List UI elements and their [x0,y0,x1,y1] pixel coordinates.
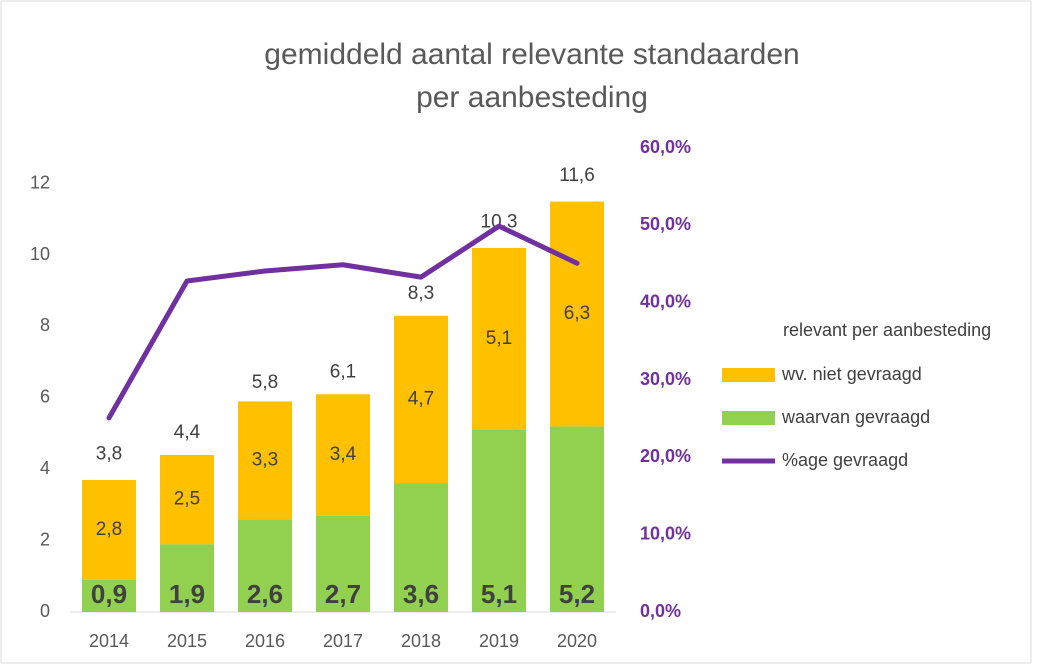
bar-segment [316,515,370,612]
total-label: 4,4 [174,422,201,443]
total-label: 3,8 [96,443,122,464]
legend-label: waarvan gevraagd [781,407,930,427]
y2-tick-label: 0,0% [640,601,681,621]
legend-swatch [722,411,775,425]
x-tick-label: 2020 [557,631,597,651]
x-tick-label: 2015 [167,631,207,651]
bar-segment [472,247,526,430]
y-tick-label: 2 [40,529,50,549]
legend-swatch [722,368,775,382]
y-tick-label: 12 [30,172,50,192]
y-tick-label: 8 [40,315,50,335]
data-label: 5,2 [559,579,595,609]
total-label: 10,3 [481,211,518,232]
x-tick-label: 2018 [401,631,441,651]
bar-segment [550,201,604,427]
data-label: 1,9 [169,579,205,609]
bar-segment [472,429,526,612]
total-label: 11,6 [559,165,595,186]
y2-tick-label: 30,0% [640,369,691,389]
bar-segment [160,544,214,612]
legend-title: relevant per aanbesteding [783,320,991,340]
y-tick-label: 6 [40,387,50,407]
data-label: 2,8 [96,519,122,540]
bar-segment [238,519,292,612]
data-label: 3,3 [252,449,278,470]
data-label: 2,7 [325,579,361,609]
bar-segment [238,401,292,520]
data-label: 2,5 [174,489,200,510]
bar-segment [394,483,448,612]
chart-title: per aanbesteding [416,81,648,114]
data-label: 5,1 [486,328,512,349]
data-label: 4,7 [408,389,434,410]
total-label: 6,1 [330,361,356,382]
y-tick-label: 10 [30,244,50,264]
data-label: 5,1 [481,579,517,609]
legend-label: %age gevraagd [782,450,908,470]
data-label: 3,4 [330,444,357,465]
total-label: 8,3 [408,283,434,304]
bar-segment [550,426,604,612]
y2-tick-label: 60,0% [640,137,691,157]
bar-segment [316,394,370,516]
bar-segment [160,454,214,545]
chart-title: gemiddeld aantal relevante standaarden [264,38,799,71]
y2-tick-label: 10,0% [640,523,691,543]
data-label: 2,6 [247,579,283,609]
y2-tick-label: 40,0% [640,291,691,311]
y2-tick-label: 20,0% [640,446,691,466]
bar-segment [82,479,136,580]
total-label: 5,8 [252,372,278,393]
bar-segment [82,579,136,612]
bar-segment [394,315,448,484]
data-label: 0,9 [91,579,127,609]
x-tick-label: 2017 [323,631,363,651]
data-label: 3,6 [403,579,439,609]
x-tick-label: 2019 [479,631,519,651]
x-tick-label: 2014 [89,631,129,651]
x-tick-label: 2016 [245,631,285,651]
y-tick-label: 4 [40,458,50,478]
data-label: 6,3 [564,303,590,324]
y-tick-label: 0 [40,601,50,621]
legend-label: wv. niet gevraagd [781,364,922,384]
line-series [106,223,580,421]
y2-tick-label: 50,0% [640,214,691,234]
